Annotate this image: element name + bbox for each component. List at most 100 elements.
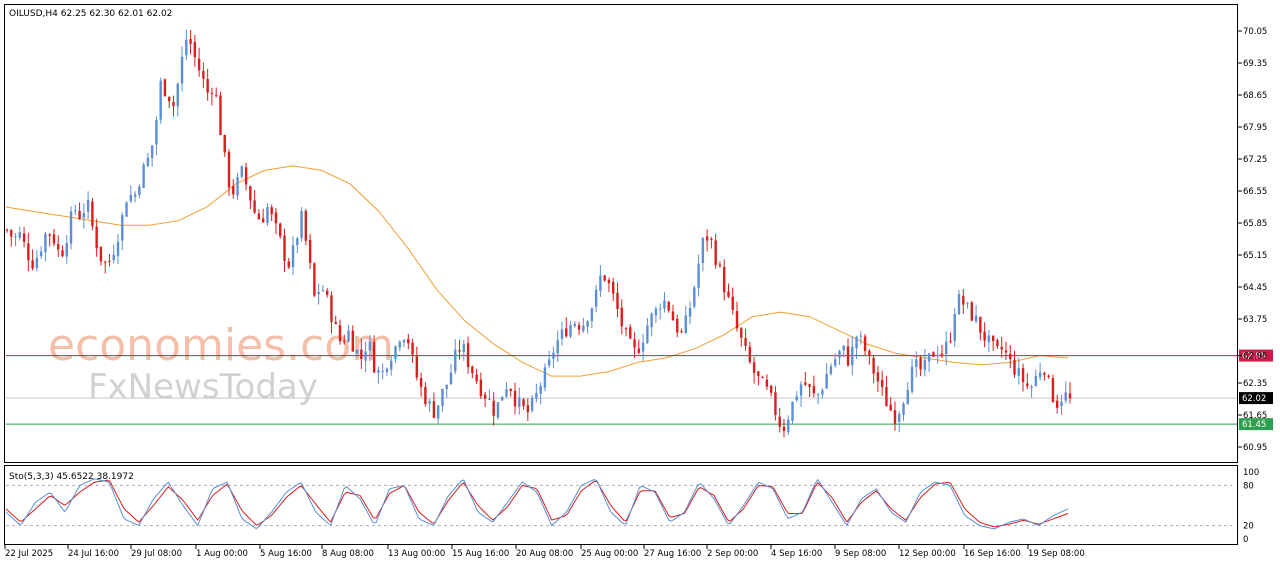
candle-body (795, 396, 798, 401)
candle-body (624, 328, 628, 330)
stochastic-tick-label: 0 (1243, 535, 1248, 545)
candle-body (471, 366, 474, 374)
candle-body (842, 345, 845, 351)
price-tick-label: 68.65 (1243, 91, 1267, 101)
price-level-tag-label: 62.02 (1242, 394, 1266, 404)
candle-body (103, 261, 107, 263)
time-tick-label: 24 Jul 16:00 (68, 549, 119, 559)
candle-body (407, 338, 410, 344)
candle-body (424, 386, 427, 405)
candle-body (155, 120, 158, 145)
candle-body (658, 308, 662, 310)
price-levels-layer: 62.95 62.02 61.45 (6, 349, 1273, 431)
candle-body (257, 213, 261, 220)
candle-body (799, 384, 803, 396)
candle-body (479, 379, 483, 397)
candle-body (1026, 383, 1029, 387)
candle-body (445, 384, 448, 389)
candle-body (740, 328, 743, 338)
candle-body (291, 245, 295, 267)
candle-body (932, 352, 935, 357)
candle-body (547, 359, 551, 366)
time-tick-label: 1 Aug 00:00 (196, 549, 248, 559)
candle-body (1038, 372, 1042, 378)
watermark-economies: economies.com (48, 320, 394, 371)
candle-body (535, 392, 538, 399)
candle-body (308, 239, 312, 263)
stochastic-tick-label: 80 (1243, 481, 1254, 491)
candle-body (646, 325, 649, 343)
candle-body (27, 243, 30, 261)
candle-body (834, 359, 837, 366)
candle-body (616, 292, 619, 309)
candle-body (680, 331, 683, 333)
candle-body (1047, 375, 1050, 378)
candle-body (108, 260, 111, 262)
candle-body (44, 233, 47, 253)
candle-body (419, 377, 423, 387)
candle-body (65, 243, 68, 257)
candle-body (919, 358, 922, 370)
candle-body (949, 340, 952, 342)
candle-body (552, 352, 555, 359)
time-tick-label: 16 Sep 16:00 (964, 549, 1021, 559)
watermark-fxnewstoday: FxNewsToday (88, 367, 318, 407)
candle-body (718, 264, 722, 267)
candle-body (202, 70, 205, 79)
price-tick-label: 70.05 (1243, 27, 1267, 37)
candle-body (488, 399, 491, 401)
candle-body (1013, 359, 1016, 375)
candle-body (159, 80, 162, 120)
candle-body (526, 405, 530, 413)
candle-body (991, 335, 995, 342)
price-tick-label: 67.25 (1243, 155, 1267, 165)
candle-body (714, 240, 717, 265)
candle-body (757, 371, 760, 376)
candle-body (539, 385, 542, 394)
time-tick-label: 12 Sep 00:00 (899, 549, 956, 559)
candle-body (180, 56, 184, 84)
candle-body (671, 311, 675, 321)
candle-body (518, 397, 521, 408)
candle-body (684, 315, 687, 334)
candle-body (641, 343, 645, 352)
candle-body (590, 308, 594, 322)
time-tick-label: 5 Aug 16:00 (260, 549, 312, 559)
time-axis: 22 Jul 2025 24 Jul 16:00 29 Jul 08:00 1 Aug… (4, 545, 1085, 559)
symbol-header: OILUSD,H4 62.25 62.30 62.01 62.02 (9, 9, 172, 19)
candle-body (838, 350, 841, 358)
candle-body (462, 344, 465, 352)
candle-body (966, 302, 969, 304)
candle-body (816, 394, 820, 396)
candle-body (663, 300, 666, 309)
candle-body (1017, 368, 1020, 376)
price-tick-label: 60.95 (1243, 443, 1267, 453)
candle-body (121, 215, 124, 241)
candle-body (138, 186, 141, 195)
candle-body (863, 336, 867, 352)
candle-body (650, 313, 653, 327)
candle-body (377, 369, 380, 373)
candle-body (940, 353, 944, 355)
candle-body (449, 372, 453, 385)
candle-body (232, 185, 235, 195)
candle-body (360, 349, 363, 359)
candle-body (475, 374, 478, 382)
candle-body (52, 234, 56, 244)
candle-body (522, 399, 525, 407)
candle-body (983, 331, 986, 341)
candle-body (22, 233, 26, 242)
candle-body (936, 354, 939, 356)
stochastic-label: Sto(5,3,3) 45.6522 38.1972 (9, 472, 134, 482)
time-tick-label: 8 Aug 08:00 (322, 549, 374, 559)
candle-body (163, 79, 167, 97)
price-tick-label: 62.35 (1243, 379, 1267, 389)
candle-body (69, 211, 73, 244)
price-tick-label: 69.35 (1243, 59, 1267, 69)
candle-body (774, 392, 777, 415)
candle-body (14, 236, 17, 238)
candle-body (787, 419, 790, 433)
candle-body (620, 307, 623, 327)
